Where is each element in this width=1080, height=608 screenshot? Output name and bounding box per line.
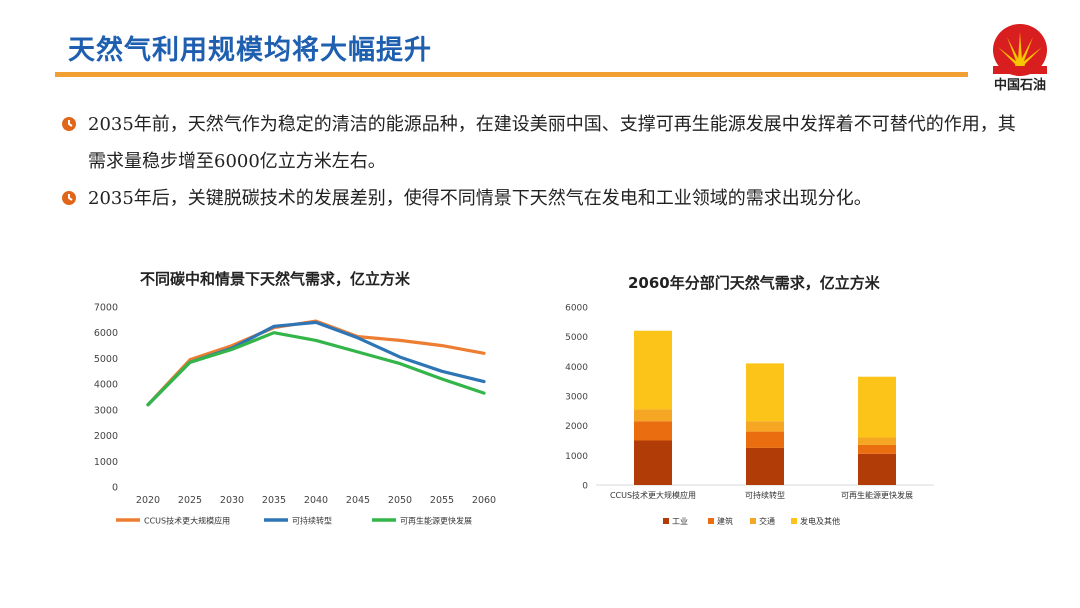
line-x-tick-label: 2055 xyxy=(430,495,454,506)
bar-segment-3-3 xyxy=(858,437,896,445)
bullet-circle-icon xyxy=(62,117,76,131)
line-y-tick-label: 5000 xyxy=(94,354,118,365)
line-x-tick-label: 2030 xyxy=(220,495,244,506)
bar-segment-1-3 xyxy=(634,409,672,422)
bar-segment-1-2 xyxy=(634,421,672,441)
bar-chart-title: 2060年分部门天然气需求，亿立方米 xyxy=(628,274,880,292)
bar-segment-2-3 xyxy=(746,421,784,432)
bar-legend-swatch-2 xyxy=(708,518,714,524)
line-y-tick-label: 6000 xyxy=(94,328,118,339)
bar-category-label: 可持续转型 xyxy=(745,490,785,500)
petrochina-logo-icon xyxy=(993,24,1047,76)
bar-segment-1-4 xyxy=(634,330,672,410)
line-y-tick-label: 3000 xyxy=(94,405,118,416)
bar-segment-3-4 xyxy=(858,376,896,438)
bar-y-tick-label: 1000 xyxy=(565,452,588,462)
bullet-item-1: 2035年前，天然气作为稳定的清洁的能源品种，在建设美丽中国、支撑可再生能源发展… xyxy=(60,106,1020,180)
bar-legend-swatch-1 xyxy=(663,518,669,524)
bar-y-tick-label: 3000 xyxy=(565,393,588,403)
bar-legend-label-3: 交通 xyxy=(759,516,775,526)
line-x-tick-label: 2025 xyxy=(178,495,202,506)
bar-legend-label-2: 建筑 xyxy=(717,516,733,526)
line-y-tick-label: 4000 xyxy=(94,380,118,391)
bar-legend-swatch-3 xyxy=(750,518,756,524)
bullet-text-2: 2035年后，关键脱碳技术的发展差别，使得不同情景下天然气在发电和工业领域的需求… xyxy=(88,188,872,209)
bar-y-tick-label: 0 xyxy=(582,482,588,492)
bar-y-tick-label: 4000 xyxy=(565,363,588,373)
line-y-tick-label: 0 xyxy=(112,483,118,494)
line-series-2 xyxy=(146,320,486,407)
bar-category-label: CCUS技术更大规模应用 xyxy=(610,490,696,500)
bar-y-tick-label: 2000 xyxy=(565,422,588,432)
brand-name: 中国石油 xyxy=(993,78,1046,93)
bar-segment-1-1 xyxy=(634,440,672,485)
line-x-tick-label: 2050 xyxy=(388,495,412,506)
legend-label-3: 可再生能源更快发展 xyxy=(400,516,472,526)
line-x-tick-label: 2040 xyxy=(304,495,328,506)
bar-segment-3-2 xyxy=(858,444,896,454)
bullet-text-1: 2035年前，天然气作为稳定的清洁的能源品种，在建设美丽中国、支撑可再生能源发展… xyxy=(88,114,1016,172)
line-series-3 xyxy=(146,331,486,407)
bullet-item-2: 2035年后，关键脱碳技术的发展差别，使得不同情景下天然气在发电和工业领域的需求… xyxy=(60,180,1020,217)
line-x-tick-label: 2060 xyxy=(472,495,496,506)
line-x-tick-label: 2045 xyxy=(346,495,370,506)
line-series-1 xyxy=(146,319,486,407)
line-y-tick-label: 1000 xyxy=(94,457,118,468)
title-underline xyxy=(55,72,968,77)
bar-legend-label-4: 发电及其他 xyxy=(800,516,840,526)
bar-segment-2-1 xyxy=(746,447,784,485)
bullet-list: 2035年前，天然气作为稳定的清洁的能源品种，在建设美丽中国、支撑可再生能源发展… xyxy=(60,106,1020,217)
line-x-tick-label: 2035 xyxy=(262,495,286,506)
line-x-tick-label: 2020 xyxy=(136,495,160,506)
bullet-circle-icon xyxy=(62,191,76,205)
bar-y-tick-label: 5000 xyxy=(565,333,588,343)
legend-label-1: CCUS技术更大规模应用 xyxy=(144,516,230,526)
bar-legend-swatch-4 xyxy=(791,518,797,524)
line-y-tick-label: 7000 xyxy=(94,303,118,314)
bar-segment-3-1 xyxy=(858,453,896,485)
bar-legend-label-1: 工业 xyxy=(672,516,688,526)
bar-segment-2-2 xyxy=(746,431,784,448)
bar-category-label: 可再生能源更快发展 xyxy=(841,490,913,500)
page-title: 天然气利用规模均将大幅提升 xyxy=(68,35,432,66)
bar-y-tick-label: 6000 xyxy=(565,304,588,314)
legend-label-2: 可持续转型 xyxy=(292,516,332,526)
line-chart-title: 不同碳中和情景下天然气需求，亿立方米 xyxy=(140,270,411,288)
line-y-tick-label: 2000 xyxy=(94,431,118,442)
bar-segment-2-4 xyxy=(746,363,784,422)
